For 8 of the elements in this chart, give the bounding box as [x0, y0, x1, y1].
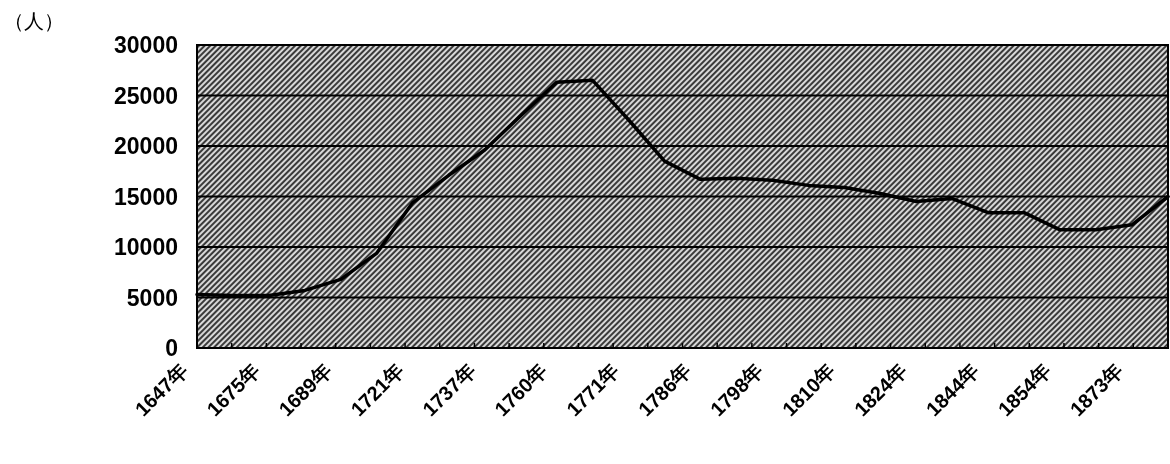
y-tick-label: 15000	[114, 183, 178, 210]
y-tick-label: 20000	[114, 133, 178, 159]
y-tick-label: 5000	[126, 284, 178, 311]
y-tick-label: 25000	[114, 82, 178, 109]
y-tick-label: 10000	[114, 234, 178, 260]
y-axis-title: （人）	[4, 10, 64, 32]
y-tick-label: 0	[165, 335, 178, 361]
y-tick-label: 30000	[114, 32, 178, 58]
